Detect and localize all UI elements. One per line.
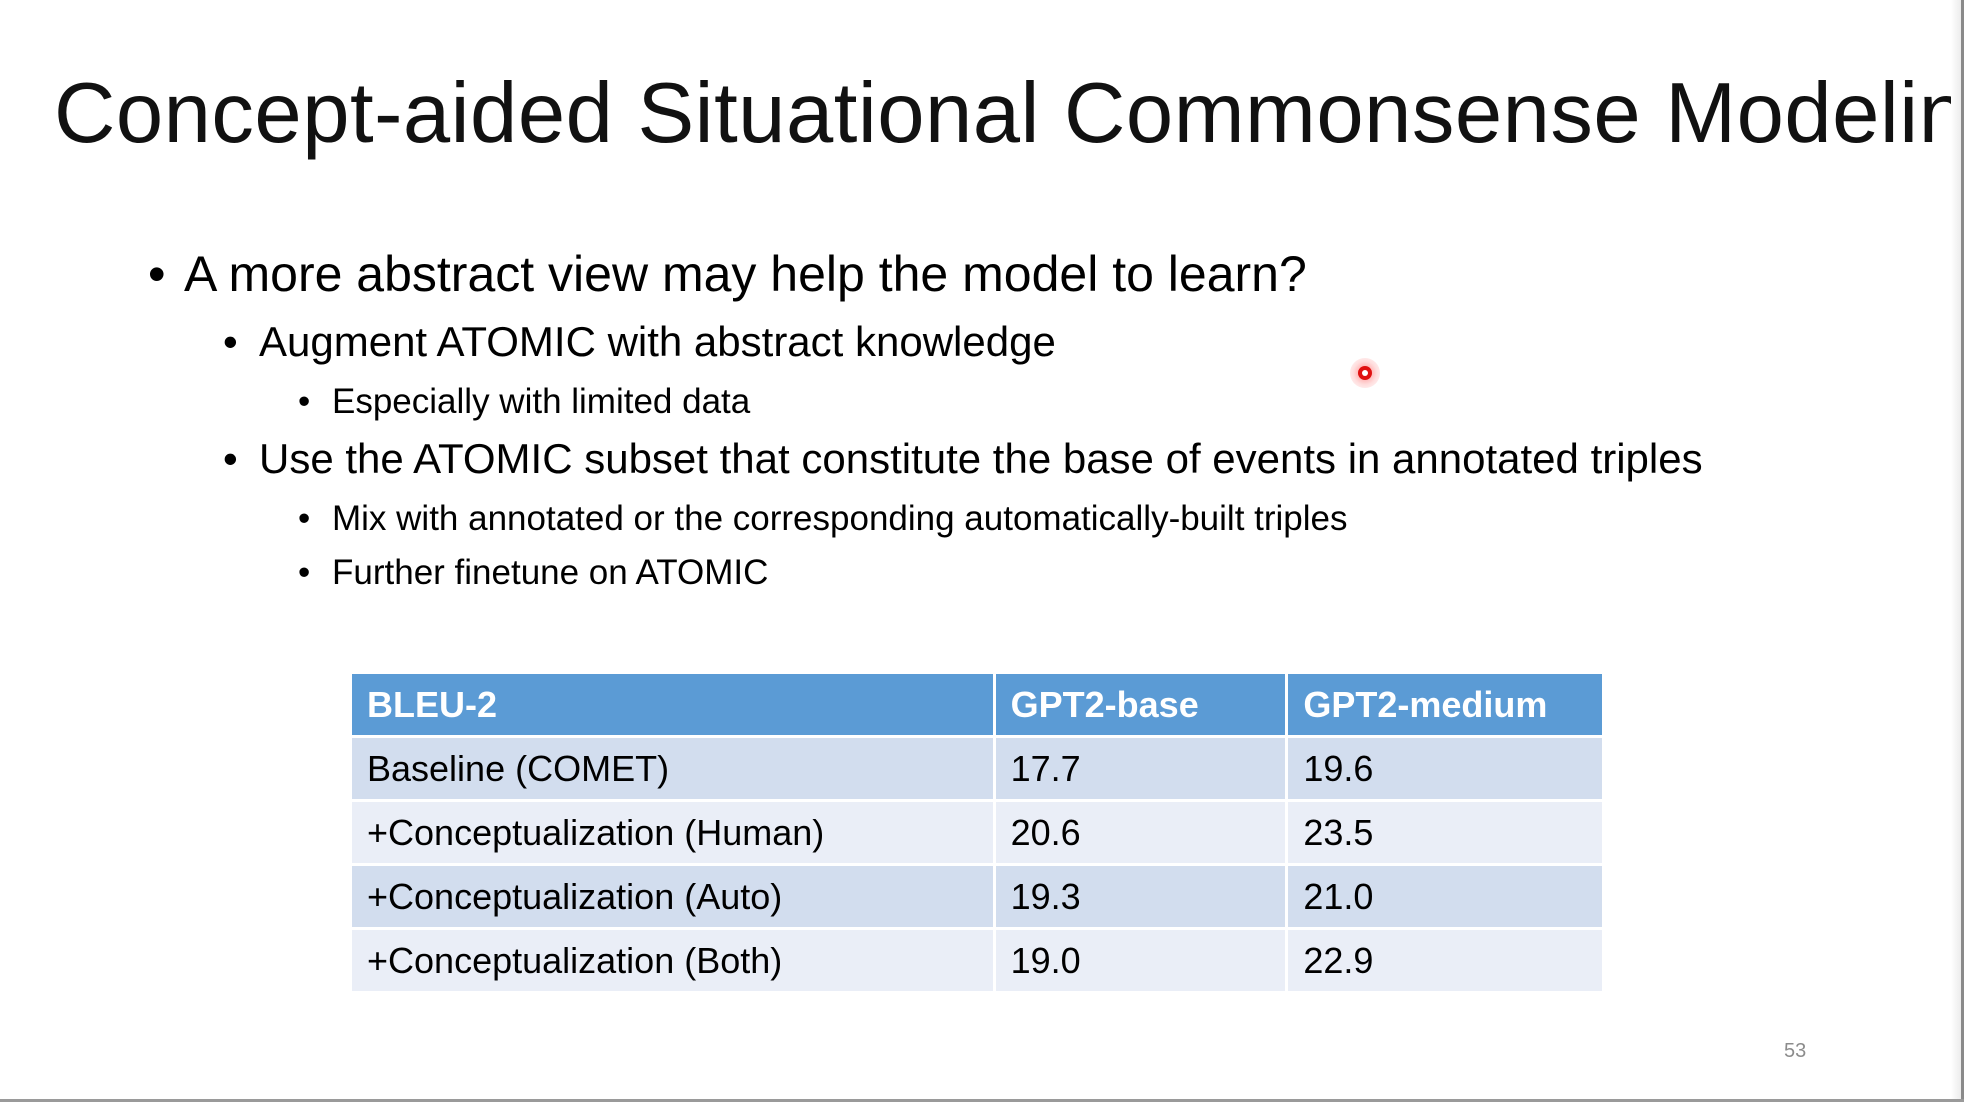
bullet-icon: • (298, 553, 311, 592)
table-cell: 23.5 (1285, 799, 1605, 866)
table-cell: 21.0 (1285, 863, 1605, 930)
bullet-icon: • (298, 382, 311, 421)
table-header-cell: BLEU-2 (349, 671, 996, 738)
window-edge-shadow (1951, 0, 1961, 1102)
bullet-text: Further finetune on ATOMIC (332, 553, 769, 592)
table-cell: Baseline (COMET) (349, 735, 996, 802)
table-row: +Conceptualization (Auto) 19.3 21.0 (349, 863, 1605, 930)
table-cell: 19.6 (1285, 735, 1605, 802)
bullet-icon: • (223, 318, 238, 365)
table-cell: 22.9 (1285, 927, 1605, 994)
bullet-text: Use the ATOMIC subset that constitute th… (259, 435, 1703, 482)
table-row: +Conceptualization (Human) 20.6 23.5 (349, 799, 1605, 866)
bullet-text: Mix with annotated or the corresponding … (332, 499, 1348, 538)
laser-pointer-icon (1350, 358, 1380, 388)
table-cell: +Conceptualization (Both) (349, 927, 996, 994)
table-cell: 20.6 (992, 799, 1289, 866)
table-cell: +Conceptualization (Human) (349, 799, 996, 866)
table-header-cell: GPT2-base (992, 671, 1289, 738)
bullet-icon: • (223, 435, 238, 482)
table-header-row: BLEU-2 GPT2-base GPT2-medium (349, 671, 1605, 738)
bullet-text: Augment ATOMIC with abstract knowledge (259, 318, 1056, 365)
laser-pointer-dot (1358, 366, 1372, 380)
page-number: 53 (1784, 1040, 1807, 1062)
bullet-text: A more abstract view may help the model … (184, 246, 1307, 302)
window-edge (1961, 0, 1964, 1102)
table-row: +Conceptualization (Both) 19.0 22.9 (349, 927, 1605, 994)
table-cell: +Conceptualization (Auto) (349, 863, 996, 930)
table-cell: 19.0 (992, 927, 1289, 994)
slide-title: Concept-aided Situational Commonsense Mo… (54, 66, 1964, 161)
bullet-text: Especially with limited data (332, 382, 751, 421)
table-cell: 19.3 (992, 863, 1289, 930)
window-bottom-edge (0, 1099, 1964, 1102)
table-cell: 17.7 (992, 735, 1289, 802)
bullet-icon: • (148, 246, 166, 302)
bullet-icon: • (298, 499, 311, 538)
table-row: Baseline (COMET) 17.7 19.6 (349, 735, 1605, 802)
results-table: BLEU-2 GPT2-base GPT2-medium Baseline (C… (349, 671, 1605, 994)
table-header-cell: GPT2-medium (1285, 671, 1605, 738)
